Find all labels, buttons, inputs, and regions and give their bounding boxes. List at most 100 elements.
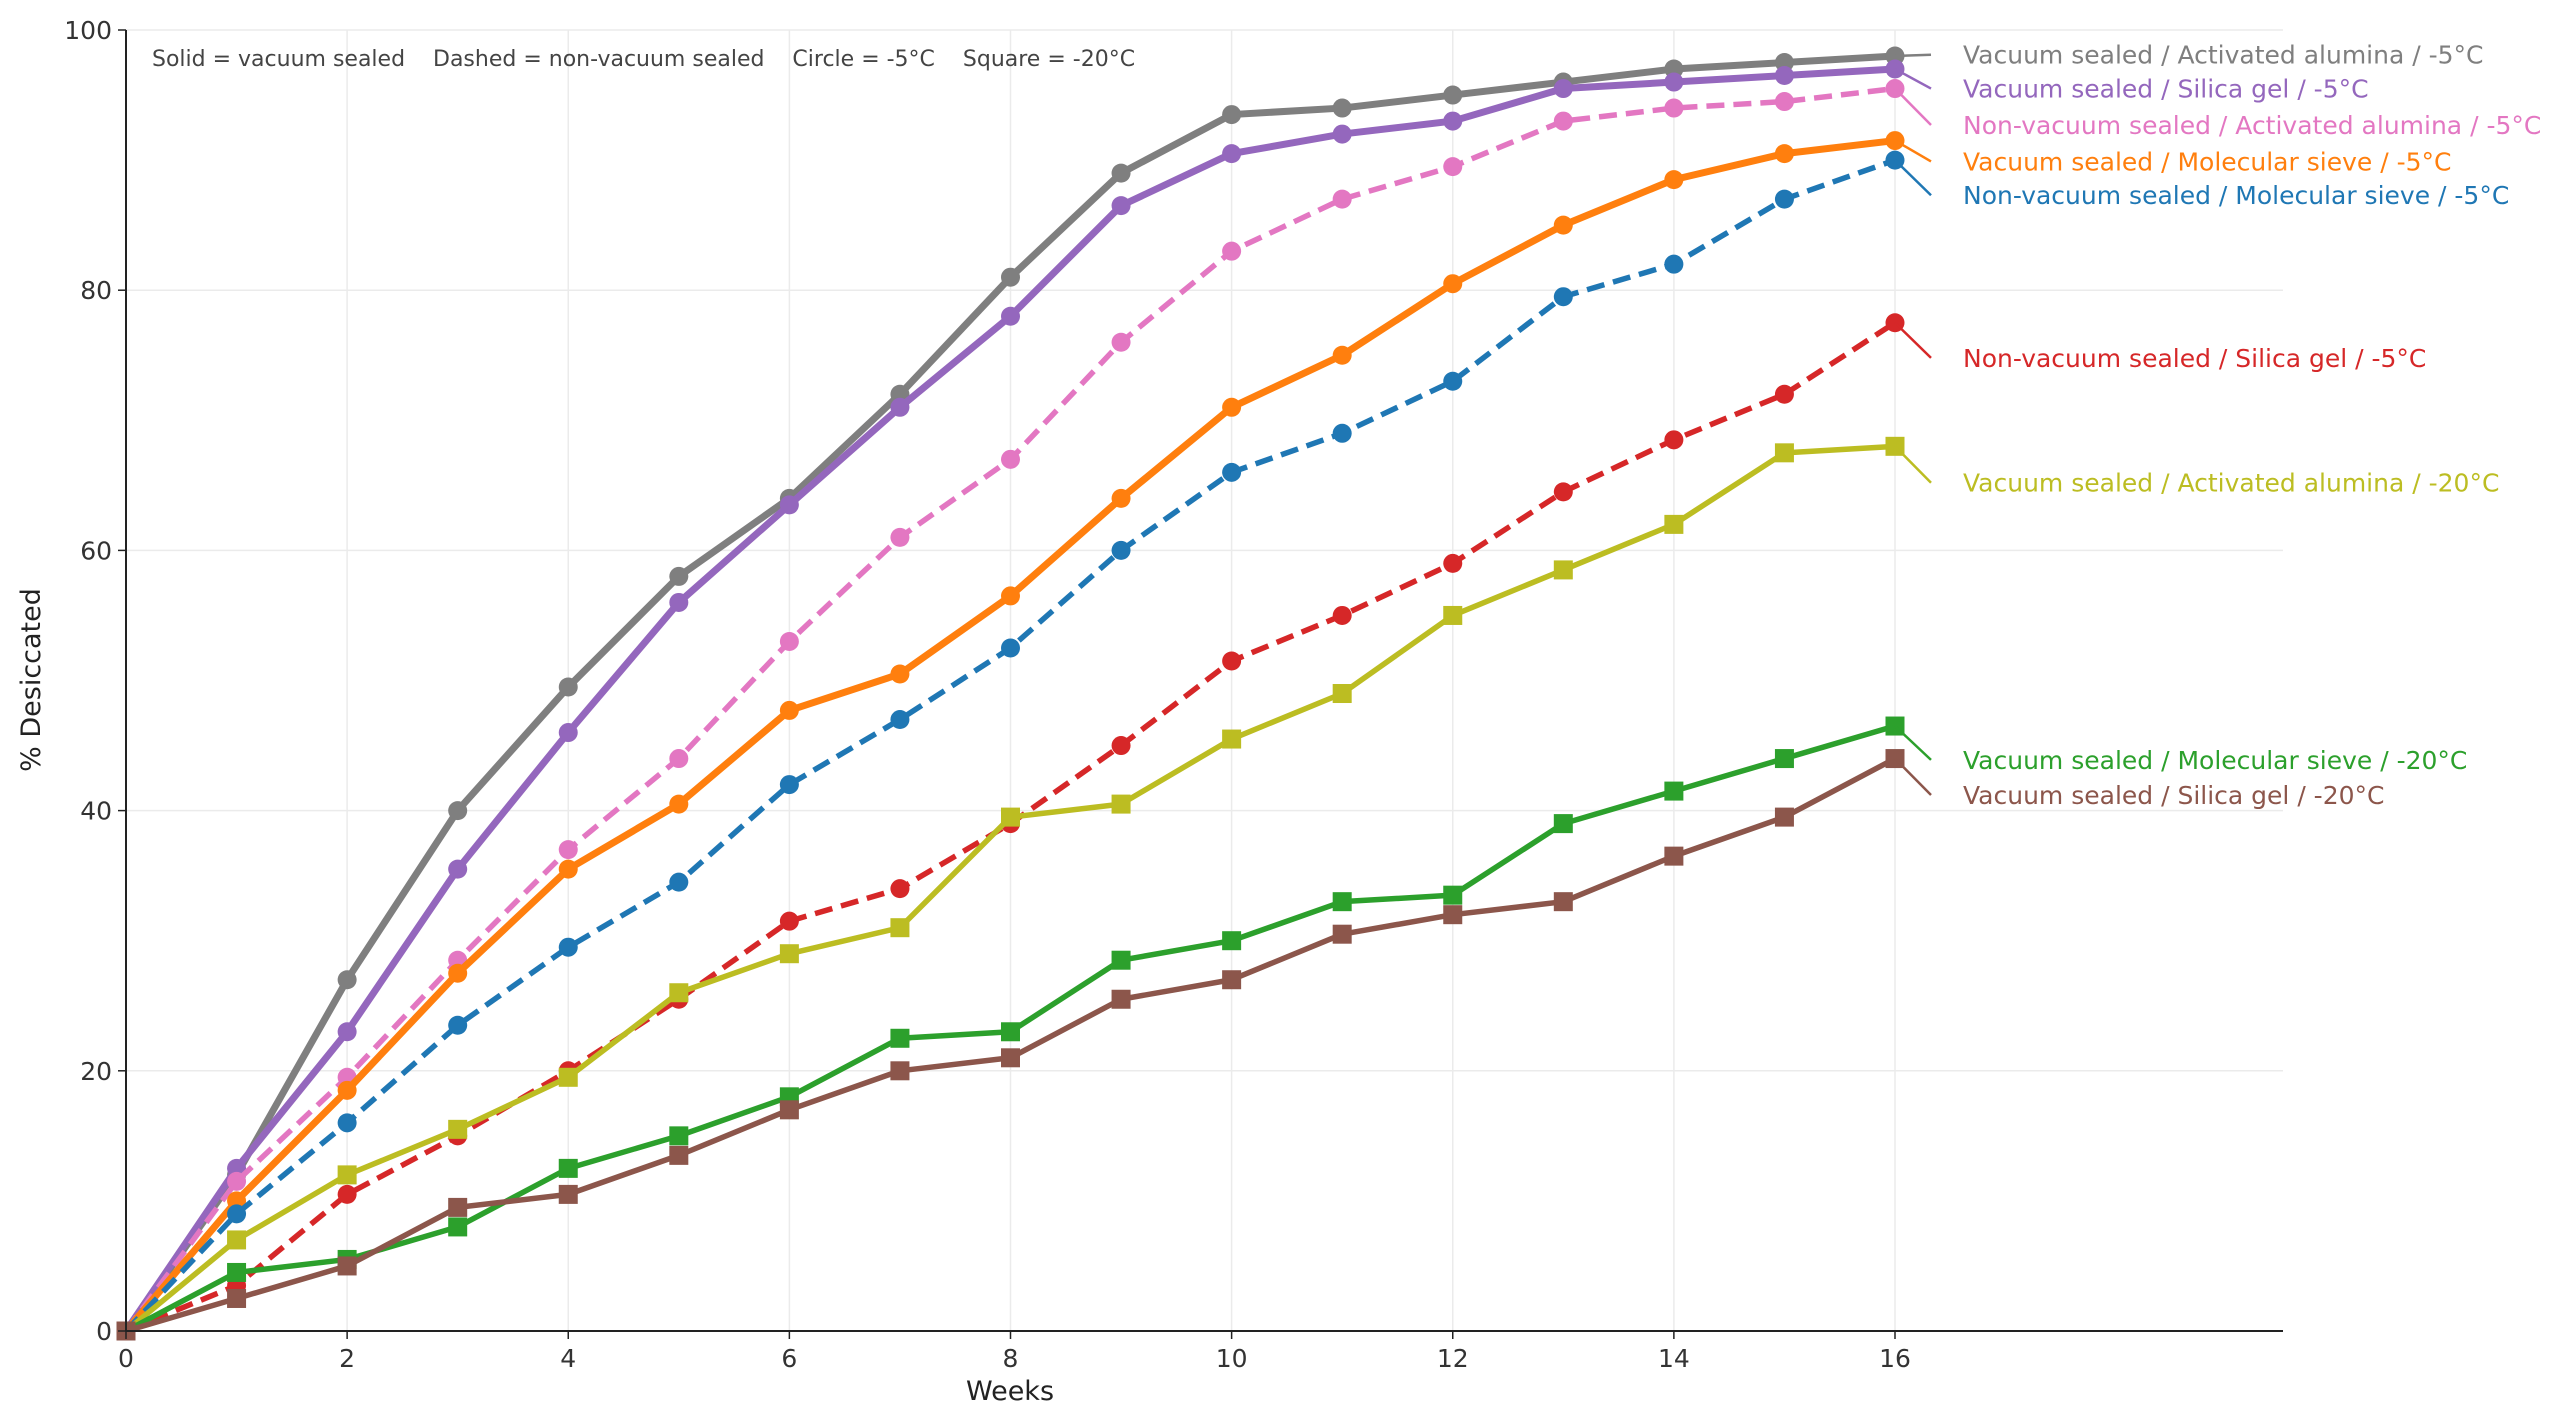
series-label: Non-vacuum sealed / Silica gel / -5°C	[1963, 344, 2426, 373]
data-point	[1222, 462, 1242, 482]
series-label: Vacuum sealed / Activated alumina / -5°C	[1963, 41, 2484, 70]
data-point	[890, 879, 910, 899]
data-point	[1111, 989, 1131, 1009]
data-point	[1774, 66, 1794, 86]
data-point	[227, 1158, 247, 1178]
data-point	[227, 1191, 247, 1211]
data-point	[337, 1165, 357, 1185]
data-point	[669, 1126, 689, 1146]
data-point	[1222, 970, 1242, 990]
data-point	[1664, 781, 1684, 801]
data-point	[669, 592, 689, 612]
series-label: Vacuum sealed / Silica gel / -5°C	[1963, 75, 2369, 104]
series-label: Vacuum sealed / Molecular sieve / -5°C	[1963, 147, 2451, 176]
data-point	[1774, 53, 1794, 73]
data-point	[1001, 267, 1020, 287]
data-point	[558, 1184, 578, 1204]
y-tick-label: 0	[96, 1317, 112, 1346]
data-point	[890, 710, 910, 730]
data-point	[1001, 306, 1020, 326]
data-point	[1332, 924, 1352, 944]
chart-caption: Solid = vacuum sealed Dashed = non-vacuu…	[152, 47, 1135, 72]
data-point	[1443, 371, 1463, 391]
data-point	[558, 859, 578, 879]
data-point	[448, 1217, 468, 1237]
series-8	[116, 749, 1905, 1341]
data-point	[779, 944, 799, 964]
data-point	[1885, 46, 1905, 66]
data-point	[890, 664, 910, 684]
data-point	[337, 1080, 357, 1100]
data-point	[1774, 92, 1794, 112]
data-point	[227, 1171, 247, 1191]
data-point	[1553, 79, 1573, 99]
data-point	[1222, 931, 1242, 951]
data-point	[1664, 98, 1684, 118]
data-point	[1774, 749, 1794, 769]
data-point	[448, 859, 468, 879]
data-point	[1111, 196, 1131, 216]
data-point	[1111, 488, 1131, 508]
data-point	[1443, 553, 1463, 573]
data-point	[669, 872, 689, 892]
x-tick-label: 10	[1216, 1344, 1248, 1373]
label-leader-line	[1894, 445, 1932, 484]
label-leader-line	[1894, 321, 1932, 359]
data-point	[448, 1015, 468, 1035]
data-point	[1553, 287, 1573, 307]
y-tick-label: 100	[64, 16, 112, 45]
data-point	[1664, 846, 1684, 866]
data-point	[558, 723, 578, 743]
data-point	[1443, 605, 1463, 625]
label-leader-line	[1894, 87, 1932, 126]
data-point	[1774, 443, 1794, 463]
data-point	[337, 1113, 357, 1133]
data-point	[1664, 254, 1684, 274]
series-7	[116, 716, 1905, 1341]
x-tick-label: 6	[781, 1344, 797, 1373]
axes: 0 2 4 6 8 10 12 14 16 0 20 40 60 80 100	[64, 16, 2283, 1373]
data-point	[448, 1197, 468, 1217]
label-leader-line	[1894, 159, 1932, 197]
data-point	[1222, 144, 1242, 164]
data-point	[1664, 430, 1684, 450]
data-point	[1443, 157, 1463, 177]
label-leader-line	[1894, 757, 1932, 796]
series-6	[116, 436, 1905, 1341]
series-group	[116, 46, 1905, 1341]
data-point	[1222, 729, 1242, 749]
data-point	[558, 840, 578, 860]
series-4	[116, 150, 1905, 1341]
data-point	[1774, 807, 1794, 827]
data-point	[1332, 189, 1352, 209]
y-tick-label: 80	[80, 276, 112, 305]
data-point	[1553, 892, 1573, 912]
data-point	[1001, 586, 1020, 606]
series-label: Vacuum sealed / Molecular sieve / -20°C	[1963, 746, 2467, 775]
data-point	[779, 631, 799, 651]
data-point	[1332, 892, 1352, 912]
data-point	[1774, 144, 1794, 164]
series-label: Vacuum sealed / Activated alumina / -20°…	[1963, 469, 2499, 498]
data-point	[1222, 651, 1242, 671]
data-point	[1664, 170, 1684, 190]
data-point	[227, 1288, 247, 1308]
data-point	[558, 1158, 578, 1178]
data-point	[1332, 124, 1352, 144]
data-point	[669, 749, 689, 769]
label-leader-line	[1894, 53, 1932, 58]
x-tick-label: 4	[560, 1344, 576, 1373]
data-point	[1332, 605, 1352, 625]
y-tick-label: 60	[80, 536, 112, 565]
data-point	[558, 937, 578, 957]
data-point	[1553, 560, 1573, 580]
data-point	[1664, 514, 1684, 534]
data-point	[337, 1184, 357, 1204]
x-tick-label: 12	[1437, 1344, 1469, 1373]
data-point	[558, 677, 578, 697]
series-labels: Vacuum sealed / Activated alumina / -5°C…	[1894, 41, 2541, 810]
data-point	[227, 1230, 247, 1250]
data-point	[1001, 1022, 1020, 1042]
series-label: Vacuum sealed / Silica gel / -20°C	[1963, 781, 2384, 810]
data-point	[1443, 274, 1463, 294]
